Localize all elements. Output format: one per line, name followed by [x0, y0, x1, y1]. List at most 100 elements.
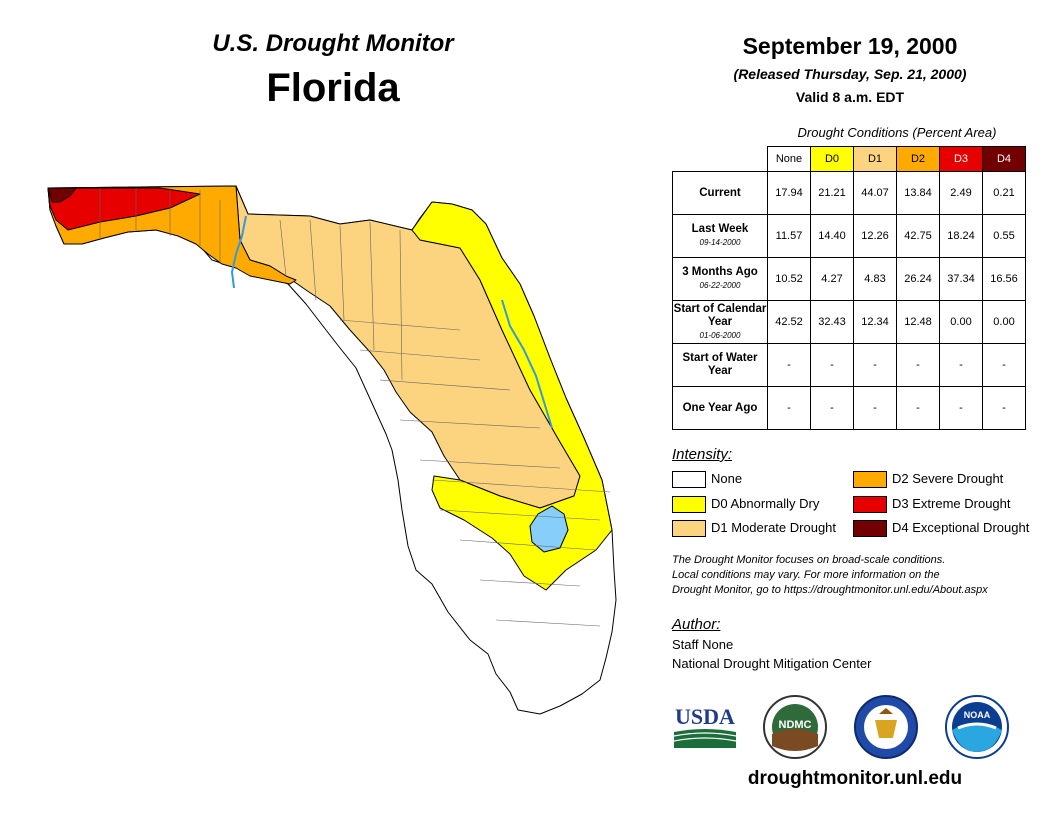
table-cell: 44.07 — [853, 171, 897, 215]
table-cell: 0.21 — [982, 171, 1026, 215]
river-st-johns — [501, 299, 553, 429]
table-cell: - — [853, 386, 897, 430]
table-cell: 11.57 — [767, 214, 811, 258]
table-cell: 32.43 — [810, 300, 854, 344]
usda-logo-text: USDA — [675, 704, 735, 729]
table-cell: 12.48 — [896, 300, 940, 344]
legend-swatch-none — [672, 471, 706, 488]
drought-conditions-table: None D0 D1 D2 D3 D4 Current 17.94 21.21 … — [672, 146, 1026, 430]
table-cell: 42.52 — [767, 300, 811, 344]
noaa-logo-text: NOAA — [964, 710, 991, 720]
legend-label-d3: D3 Extreme Drought — [892, 496, 1011, 511]
commerce-seal-logo — [854, 695, 918, 759]
table-row-one-year-ago: One Year Ago - - - - - - — [672, 386, 1026, 430]
row-label-text: Current — [699, 186, 741, 199]
row-label-text: Start of Calendar Year — [673, 302, 767, 328]
noaa-logo: NOAA — [945, 695, 1009, 759]
table-cell: - — [896, 386, 940, 430]
legend-swatch-d0 — [672, 496, 706, 513]
table-cell: 17.94 — [767, 171, 811, 215]
county-lines — [99, 188, 611, 627]
row-label-text: Start of Water Year — [682, 352, 758, 377]
table-cell: 0.00 — [982, 300, 1026, 344]
table-cell: - — [767, 343, 811, 387]
legend-label-d4: D4 Exceptional Drought — [892, 520, 1030, 535]
drought-area-d4 — [47, 187, 77, 203]
note-line: The Drought Monitor focuses on broad-sca… — [672, 554, 946, 566]
column-header-d4: D4 — [982, 146, 1026, 172]
river-apalachicola — [230, 215, 247, 289]
table-cell: - — [767, 386, 811, 430]
legend-swatch-d4 — [853, 520, 887, 537]
table-cell: - — [982, 343, 1026, 387]
legend-title: Intensity: — [672, 446, 733, 463]
row-label: Current — [672, 171, 768, 215]
state-name: Florida — [266, 66, 400, 110]
legend-label-d1: D1 Moderate Drought — [711, 520, 837, 535]
table-cell: 16.56 — [982, 257, 1026, 301]
table-cell: 37.34 — [939, 257, 983, 301]
florida-drought-map — [47, 185, 617, 715]
table-header-row: None D0 D1 D2 D3 D4 — [673, 146, 1026, 172]
column-header-d1: D1 — [853, 146, 897, 172]
table-cell: 12.26 — [853, 214, 897, 258]
row-label-text: Last Week — [691, 223, 749, 235]
table-cell: - — [939, 386, 983, 430]
table-cell: 0.55 — [982, 214, 1026, 258]
row-label: 3 Months Ago 06-22-2000 — [672, 257, 768, 301]
table-row-last-week: Last Week 09-14-2000 11.57 14.40 12.26 42… — [672, 214, 1026, 258]
table-cell: 10.52 — [767, 257, 811, 301]
column-header-none: None — [767, 146, 811, 172]
legend-swatch-d1 — [672, 520, 706, 537]
note-line: Local conditions may vary. For more info… — [672, 569, 940, 581]
row-label: Last Week 09-14-2000 — [672, 214, 768, 258]
author-name: Staff None — [672, 637, 734, 652]
ndmc-logo-text: NDMC — [779, 719, 812, 731]
note-line: Drought Monitor, go to https://droughtmo… — [672, 584, 988, 596]
table-cell: - — [982, 386, 1026, 430]
table-cell: 12.34 — [853, 300, 897, 344]
table-cell: 2.49 — [939, 171, 983, 215]
table-cell: 26.24 — [896, 257, 940, 301]
table-cell: 42.75 — [896, 214, 940, 258]
table-cell: - — [810, 386, 854, 430]
column-header-d3: D3 — [939, 146, 983, 172]
legend-swatch-d2 — [853, 471, 887, 488]
legend-swatch-d3 — [853, 496, 887, 513]
row-sublabel: 01-06-2000 — [699, 330, 741, 340]
table-cell: - — [810, 343, 854, 387]
release-date: (Released Thursday, Sep. 21, 2000) — [733, 66, 967, 82]
table-row-current: Current 17.94 21.21 44.07 13.84 2.49 0.2… — [672, 171, 1026, 215]
table-row-start-of-calendar-year: Start of Calendar Year 01-06-2000 42.52 3… — [672, 300, 1026, 344]
row-label: Start of Water Year — [672, 343, 768, 387]
table-cell: 18.24 — [939, 214, 983, 258]
drought-area-d3 — [47, 187, 201, 231]
usda-logo: USDA — [673, 704, 737, 748]
legend-label-d0: D0 Abnormally Dry — [711, 496, 820, 511]
website-url[interactable]: droughtmonitor.unl.edu — [747, 768, 963, 789]
table-cell: - — [896, 343, 940, 387]
table-row-start-of-water-year: Start of Water Year - - - - - - — [672, 343, 1026, 387]
valid-time: Valid 8 a.m. EDT — [795, 89, 905, 105]
row-label: One Year Ago — [672, 386, 768, 430]
table-cell: 4.27 — [810, 257, 854, 301]
table-cell: 0.00 — [939, 300, 983, 344]
row-label-text: 3 Months Ago — [682, 266, 758, 278]
table-caption: Drought Conditions (Percent Area) — [797, 125, 997, 140]
table-corner — [673, 147, 768, 172]
legend-label-d2: D2 Severe Drought — [892, 471, 1004, 486]
map-title: U.S. Drought Monitor — [212, 30, 454, 57]
map-date: September 19, 2000 — [742, 33, 958, 59]
legend-label-none: None — [711, 471, 743, 486]
table-cell: - — [853, 343, 897, 387]
table-cell: - — [939, 343, 983, 387]
ndmc-logo: NDMC — [763, 695, 827, 759]
author-heading: Author: — [672, 616, 721, 633]
row-label: Start of Calendar Year 01-06-2000 — [672, 300, 768, 344]
drought-monitor-note: The Drought Monitor focuses on broad-sca… — [672, 553, 1052, 598]
author-organization: National Drought Mitigation Center — [672, 656, 872, 671]
table-cell: 14.40 — [810, 214, 854, 258]
table-cell: 21.21 — [810, 171, 854, 215]
column-header-d2: D2 — [896, 146, 940, 172]
row-label-text: One Year Ago — [682, 401, 758, 414]
